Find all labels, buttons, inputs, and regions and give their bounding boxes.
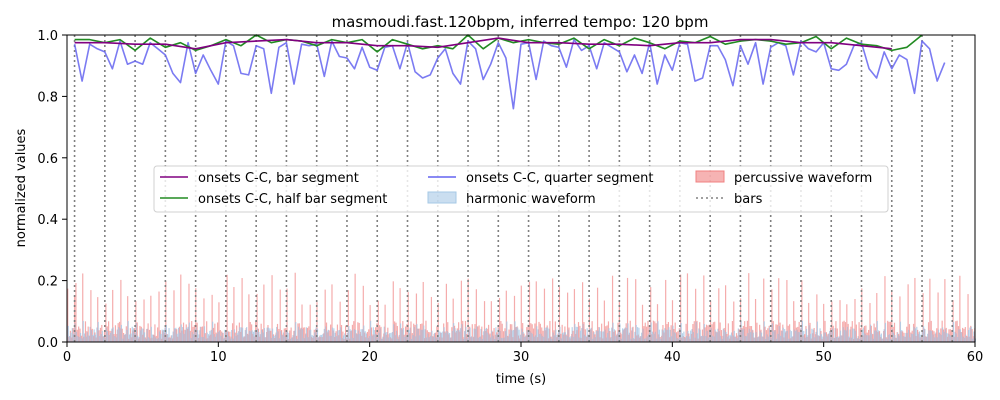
legend-swatch-harmonic (427, 191, 457, 204)
legend-label-percussive: percussive waveform (734, 171, 872, 186)
x-tick-label: 60 (967, 350, 984, 365)
legend-label-bars: bars (734, 192, 763, 207)
x-tick-label: 40 (664, 350, 681, 365)
y-tick-label: 0.4 (37, 213, 58, 228)
legend-label-bar-segment: onsets C-C, bar segment (198, 171, 359, 186)
bar-markers (73, 35, 954, 342)
y-tick-label: 1.0 (37, 29, 58, 44)
x-axis-title: time (s) (496, 372, 546, 387)
legend: onsets C-C, bar segment onsets C-C, half… (153, 165, 889, 213)
y-tick-label: 0.6 (37, 152, 58, 167)
x-tick-label: 50 (815, 350, 832, 365)
series-lines (73, 34, 946, 110)
chart-title: masmoudi.fast.120bpm, inferred tempo: 12… (332, 13, 709, 31)
y-tick-label: 0.8 (37, 90, 58, 105)
y-axis: 0.0 0.2 0.4 0.6 0.8 1.0 (37, 29, 67, 351)
series-line-onsets-c-c-quarter-segment (73, 38, 946, 110)
y-axis-title: normalized values (14, 128, 29, 247)
y-tick-label: 0.2 (37, 275, 58, 290)
x-tick-label: 20 (361, 350, 378, 365)
legend-swatch-percussive (695, 170, 725, 183)
legend-label-half-bar-segment: onsets C-C, half bar segment (198, 192, 387, 207)
legend-label-quarter-segment: onsets C-C, quarter segment (466, 171, 653, 186)
y-tick-label: 0.0 (37, 336, 58, 351)
x-axis: 0 10 20 30 40 50 60 (63, 342, 983, 365)
waveform-area (67, 272, 976, 342)
x-tick-label: 10 (210, 350, 227, 365)
x-tick-label: 30 (513, 350, 530, 365)
x-tick-label: 0 (63, 350, 71, 365)
legend-label-harmonic: harmonic waveform (466, 192, 596, 207)
series-line-onsets-c-c-bar-segment (74, 37, 892, 50)
